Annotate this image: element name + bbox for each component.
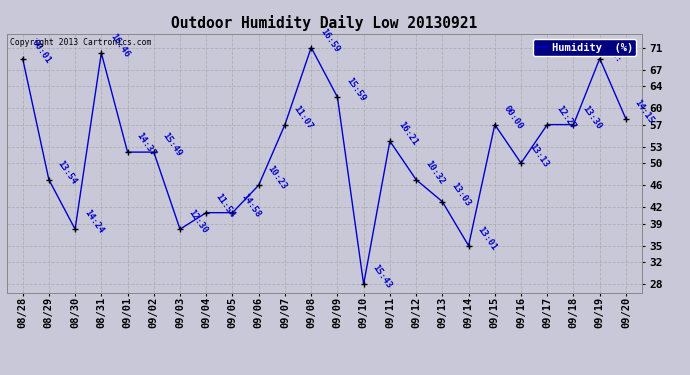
Text: Copyright 2013 Cartronics.com: Copyright 2013 Cartronics.com	[10, 38, 151, 46]
Text: 14:15: 14:15	[633, 98, 656, 125]
Text: 14:58: 14:58	[239, 192, 262, 219]
Text: 10:32: 10:32	[423, 159, 446, 186]
Text: 00:00: 00:00	[502, 104, 524, 131]
Text: 14:24: 14:24	[82, 208, 105, 236]
Text: 13:13: 13:13	[528, 142, 551, 169]
Text: 13:30: 13:30	[580, 104, 603, 131]
Text: 14:37: 14:37	[135, 131, 157, 158]
Text: 13:54: 13:54	[56, 159, 79, 186]
Text: 16:21: 16:21	[397, 120, 420, 147]
Text: 16:59: 16:59	[318, 27, 341, 54]
Text: 15:43: 15:43	[371, 263, 393, 290]
Title: Outdoor Humidity Daily Low 20130921: Outdoor Humidity Daily Low 20130921	[171, 15, 477, 31]
Text: 11:54: 11:54	[213, 192, 236, 219]
Text: 16:46: 16:46	[108, 32, 131, 59]
Text: 12:30: 12:30	[187, 208, 210, 236]
Text: 14:: 14:	[607, 46, 623, 65]
Text: 13:03: 13:03	[449, 181, 472, 208]
Text: 15:49: 15:49	[161, 131, 184, 158]
Text: 11:07: 11:07	[292, 104, 315, 131]
Text: 12:27: 12:27	[554, 104, 577, 131]
Text: 10:23: 10:23	[266, 164, 288, 191]
Text: 15:59: 15:59	[344, 76, 367, 103]
Text: 13:01: 13:01	[475, 225, 498, 252]
Legend: Humidity  (%): Humidity (%)	[533, 39, 636, 56]
Text: 00:01: 00:01	[30, 38, 52, 65]
